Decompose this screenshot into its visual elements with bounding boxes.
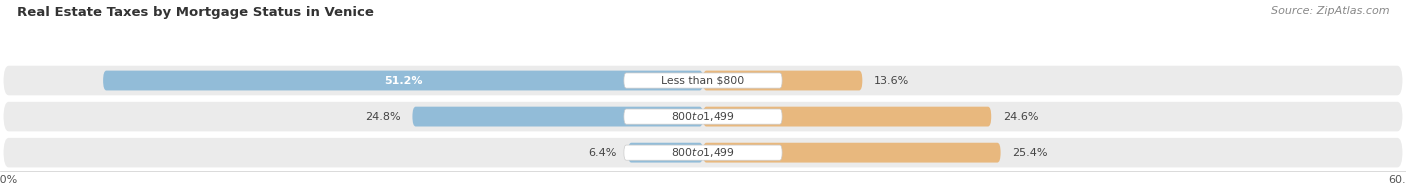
Text: Source: ZipAtlas.com: Source: ZipAtlas.com <box>1271 6 1389 16</box>
FancyBboxPatch shape <box>624 73 782 88</box>
FancyBboxPatch shape <box>703 143 1001 162</box>
FancyBboxPatch shape <box>103 71 703 90</box>
Text: Less than $800: Less than $800 <box>661 75 745 85</box>
FancyBboxPatch shape <box>3 138 1403 167</box>
Text: $800 to $1,499: $800 to $1,499 <box>671 110 735 123</box>
FancyBboxPatch shape <box>628 143 703 162</box>
FancyBboxPatch shape <box>703 107 991 126</box>
Text: 24.6%: 24.6% <box>1002 112 1039 122</box>
Text: 24.8%: 24.8% <box>366 112 401 122</box>
FancyBboxPatch shape <box>3 66 1403 95</box>
FancyBboxPatch shape <box>412 107 703 126</box>
Text: 13.6%: 13.6% <box>875 75 910 85</box>
Text: 6.4%: 6.4% <box>588 148 616 158</box>
Text: 25.4%: 25.4% <box>1012 148 1047 158</box>
FancyBboxPatch shape <box>703 71 862 90</box>
Text: 51.2%: 51.2% <box>384 75 422 85</box>
FancyBboxPatch shape <box>624 145 782 160</box>
Text: Real Estate Taxes by Mortgage Status in Venice: Real Estate Taxes by Mortgage Status in … <box>17 6 374 19</box>
Text: $800 to $1,499: $800 to $1,499 <box>671 146 735 159</box>
FancyBboxPatch shape <box>3 102 1403 131</box>
FancyBboxPatch shape <box>624 109 782 124</box>
